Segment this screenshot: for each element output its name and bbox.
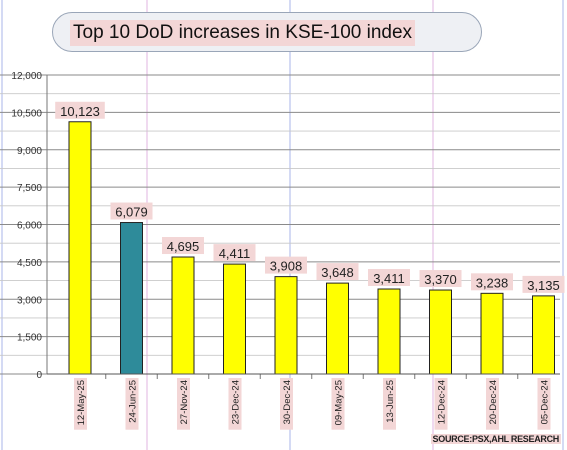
value-label: 4,695 <box>167 239 200 254</box>
x-tick-label-bg <box>434 378 448 430</box>
bar <box>120 222 143 375</box>
x-tick-label-group: 09-May-25 <box>331 378 345 430</box>
y-tick-label: 4,500 <box>17 258 42 269</box>
y-tick-label: 1,500 <box>17 333 42 344</box>
value-label-bg <box>368 269 410 287</box>
x-tick-label-group: 12-May-25 <box>74 378 87 430</box>
x-tick-label: 27-Nov-24 <box>179 380 190 424</box>
source-note: SOURCE:PSX,AHL RESEARCH <box>430 434 561 444</box>
x-tick-label-bg <box>177 378 190 430</box>
value-label: 3,238 <box>476 275 509 290</box>
x-tick-label-bg <box>280 378 293 430</box>
y-tick-label: 6,000 <box>17 221 42 232</box>
value-label-bg <box>419 270 462 288</box>
bar <box>223 263 246 375</box>
value-label-bg <box>316 263 359 281</box>
value-label-bg <box>110 202 153 220</box>
y-tick-label: 0 <box>36 370 42 381</box>
value-label: 10,123 <box>60 104 100 119</box>
x-tick-label-bg <box>486 378 499 430</box>
y-tick-label: 7,500 <box>17 183 42 194</box>
bar <box>429 289 452 375</box>
x-tick-label: 30-Dec-24 <box>282 380 293 424</box>
value-label: 6,079 <box>115 205 148 220</box>
x-tick-label: 12-Dec-24 <box>437 380 448 424</box>
chart-title: Top 10 DoD increases in KSE-100 index <box>70 20 416 46</box>
x-tick-label: 20-Dec-24 <box>488 380 499 424</box>
x-tick-label: 23-Dec-24 <box>231 380 242 424</box>
x-tick-label: 09-May-25 <box>334 380 345 425</box>
value-label-bg <box>471 273 513 291</box>
bar <box>68 121 92 375</box>
x-tick-label-group: 20-Dec-24 <box>486 378 499 430</box>
x-tick-label: 12-May-25 <box>76 380 87 425</box>
bar <box>532 295 555 375</box>
value-label: 3,411 <box>373 271 405 286</box>
value-label: 3,370 <box>424 272 457 287</box>
x-tick-label-group: 13-Jun-25 <box>383 378 396 430</box>
value-label-bg <box>522 275 565 293</box>
bar <box>377 288 401 375</box>
x-tick-label: 24-Jun-25 <box>128 380 139 423</box>
x-tick-label-bg <box>125 378 139 430</box>
y-tick-label: 9,000 <box>17 146 42 157</box>
x-tick-label-group: 30-Dec-24 <box>280 378 293 430</box>
y-tick-label: 3,000 <box>17 295 42 306</box>
value-label: 4,411 <box>219 246 251 261</box>
x-tick-label: 13-Jun-25 <box>385 380 396 423</box>
x-tick-label-group: 12-Dec-24 <box>434 378 448 430</box>
x-tick-label-bg <box>383 378 396 430</box>
x-tick-label-group: 24-Jun-25 <box>125 378 139 430</box>
bar <box>274 276 298 375</box>
bar <box>326 282 349 375</box>
value-label-bg <box>55 101 105 119</box>
x-tick-label: 05-Dec-24 <box>540 380 551 424</box>
value-label-bg <box>213 244 256 262</box>
value-label-bg <box>162 237 204 255</box>
x-tick-label-bg <box>331 378 345 430</box>
x-tick-label-bg <box>537 378 551 430</box>
bar <box>480 292 504 375</box>
x-tick-label-group: 05-Dec-24 <box>537 378 551 430</box>
x-tick-label-bg <box>74 378 87 430</box>
value-label: 3,135 <box>527 278 560 293</box>
bar <box>171 256 195 375</box>
value-label-bg <box>265 256 307 274</box>
x-tick-label-bg <box>228 378 242 430</box>
value-label: 3,908 <box>270 259 303 274</box>
x-tick-label-group: 27-Nov-24 <box>177 378 190 430</box>
x-tick-label-group: 23-Dec-24 <box>228 378 242 430</box>
y-tick-label: 10,500 <box>11 108 42 119</box>
value-label: 3,648 <box>321 265 354 280</box>
y-tick-label: 12,000 <box>11 71 42 82</box>
